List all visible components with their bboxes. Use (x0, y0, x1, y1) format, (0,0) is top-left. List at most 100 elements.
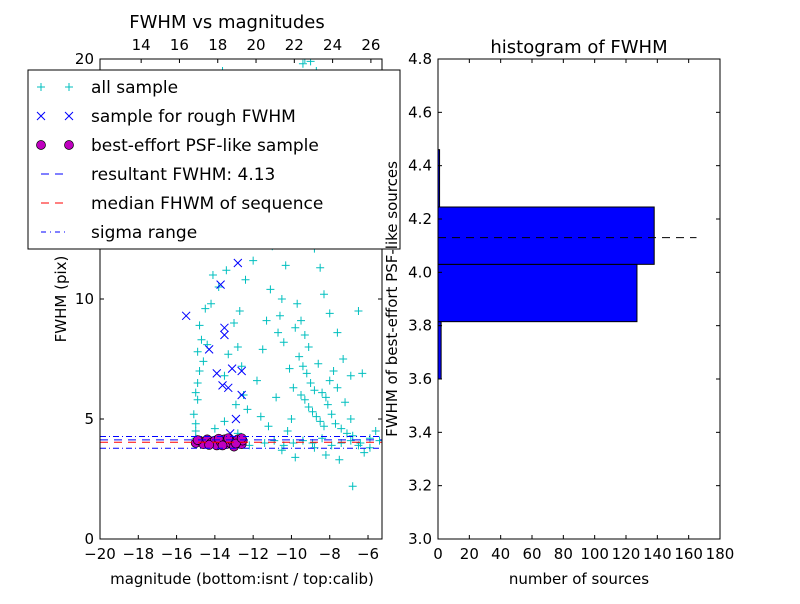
rough-sample-point (237, 366, 247, 376)
histogram-bar (437, 206, 655, 265)
all-sample-point (291, 453, 300, 462)
all-sample-point (304, 343, 313, 351)
all-sample-point (239, 391, 248, 399)
all-sample-point (321, 451, 330, 459)
all-sample-point (208, 271, 217, 279)
plus-marker-icon (65, 83, 73, 91)
x-tick-label: 180 (706, 545, 735, 563)
top-x-tick-label: 14 (132, 36, 151, 54)
rough-sample-point (220, 330, 229, 340)
circle-marker-icon (36, 140, 46, 150)
legend-entry: best-effort PSF-like sample (36, 136, 319, 156)
all-sample-point (237, 362, 246, 371)
y-tick-label: 20 (75, 50, 94, 68)
x-tick-label: −18 (122, 545, 154, 563)
all-sample-point (319, 422, 328, 431)
legend-label: sigma range (91, 223, 197, 243)
all-sample-point (312, 412, 321, 421)
rough-sample-point (227, 364, 237, 373)
all-sample-point (325, 309, 334, 318)
all-sample-point (193, 395, 202, 404)
all-sample-point (230, 319, 239, 327)
all-sample-point (220, 371, 229, 380)
all-sample-point (222, 266, 231, 275)
all-sample-point (199, 357, 208, 366)
all-sample-point (285, 364, 294, 373)
all-sample-point (310, 386, 319, 395)
all-sample-point (191, 419, 200, 428)
rough-sample-point (212, 369, 222, 378)
legend-entry: resultant FWHM: 4.13 (41, 165, 275, 185)
all-sample-point (189, 410, 198, 419)
all-sample-point (293, 299, 302, 308)
rough-sample-point (237, 390, 247, 400)
y-tick-label: 10 (75, 290, 94, 308)
all-sample-point (346, 436, 355, 445)
histogram-title: histogram of FWHM (490, 37, 667, 58)
all-sample-point (339, 355, 348, 363)
legend-box (27, 69, 401, 250)
all-sample-point (306, 379, 315, 387)
legend-entry: sample for rough FWHM (36, 107, 296, 127)
circle-marker-icon (64, 140, 74, 150)
y-tick-label: 4.6 (408, 103, 432, 121)
all-sample-point (333, 328, 342, 337)
x-tick-label: 140 (643, 545, 672, 563)
all-sample-point (331, 419, 340, 428)
histogram-xlabel: number of sources (509, 570, 649, 588)
all-sample-point (304, 403, 313, 411)
all-sample-point (274, 328, 283, 337)
x-tick-label: −20 (84, 545, 116, 563)
all-sample-point (346, 371, 355, 380)
all-sample-point (193, 379, 202, 387)
histogram-frame (437, 58, 721, 540)
x-marker-icon (64, 111, 74, 121)
all-sample-point (318, 388, 327, 397)
y-tick-label: 3.0 (408, 530, 432, 548)
all-sample-point (300, 395, 309, 404)
all-sample-point (277, 295, 286, 303)
x-tick-label: 100 (580, 545, 609, 563)
x-tick-label: −10 (276, 545, 308, 563)
legend: all sample sample for rough FWHM best-effo… (27, 69, 401, 250)
x-tick-label: −6 (357, 545, 379, 563)
all-sample-point (210, 424, 219, 433)
all-sample-point (249, 256, 258, 265)
all-sample-point (235, 307, 244, 315)
all-sample-point (191, 427, 200, 435)
all-sample-point (300, 331, 309, 339)
all-sample-point (291, 323, 300, 332)
all-sample-point (256, 412, 265, 421)
all-sample-point (348, 431, 357, 440)
all-sample-point (220, 417, 229, 426)
x-tick-label: −8 (319, 545, 341, 563)
rough-sample-point (223, 383, 233, 393)
all-sample-point (297, 316, 306, 325)
all-sample-point (319, 290, 328, 299)
top-x-tick-label: 24 (323, 36, 342, 54)
rough-sample-point (204, 345, 214, 354)
all-sample-point (260, 439, 269, 447)
all-sample-point (297, 391, 306, 399)
all-sample-point (270, 436, 279, 445)
all-sample-point (231, 400, 240, 409)
rough-sample-point (220, 323, 229, 333)
all-sample-point (314, 359, 323, 368)
all-sample-point (298, 362, 307, 371)
all-sample-point (279, 338, 288, 347)
all-sample-point (252, 376, 261, 385)
legend-entry: all sample (37, 78, 178, 98)
x-tick-label: 60 (522, 545, 541, 563)
all-sample-point (365, 434, 374, 443)
psf-sample-point (217, 440, 228, 451)
all-sample-point (243, 405, 252, 414)
plus-marker-icon (37, 83, 45, 91)
all-sample-point (287, 415, 296, 423)
all-sample-point (277, 446, 286, 455)
all-sample-point (327, 410, 336, 419)
y-tick-label: 5 (84, 410, 94, 428)
all-sample-point (308, 407, 317, 416)
all-sample-point (195, 367, 204, 375)
all-sample-point (360, 448, 369, 457)
